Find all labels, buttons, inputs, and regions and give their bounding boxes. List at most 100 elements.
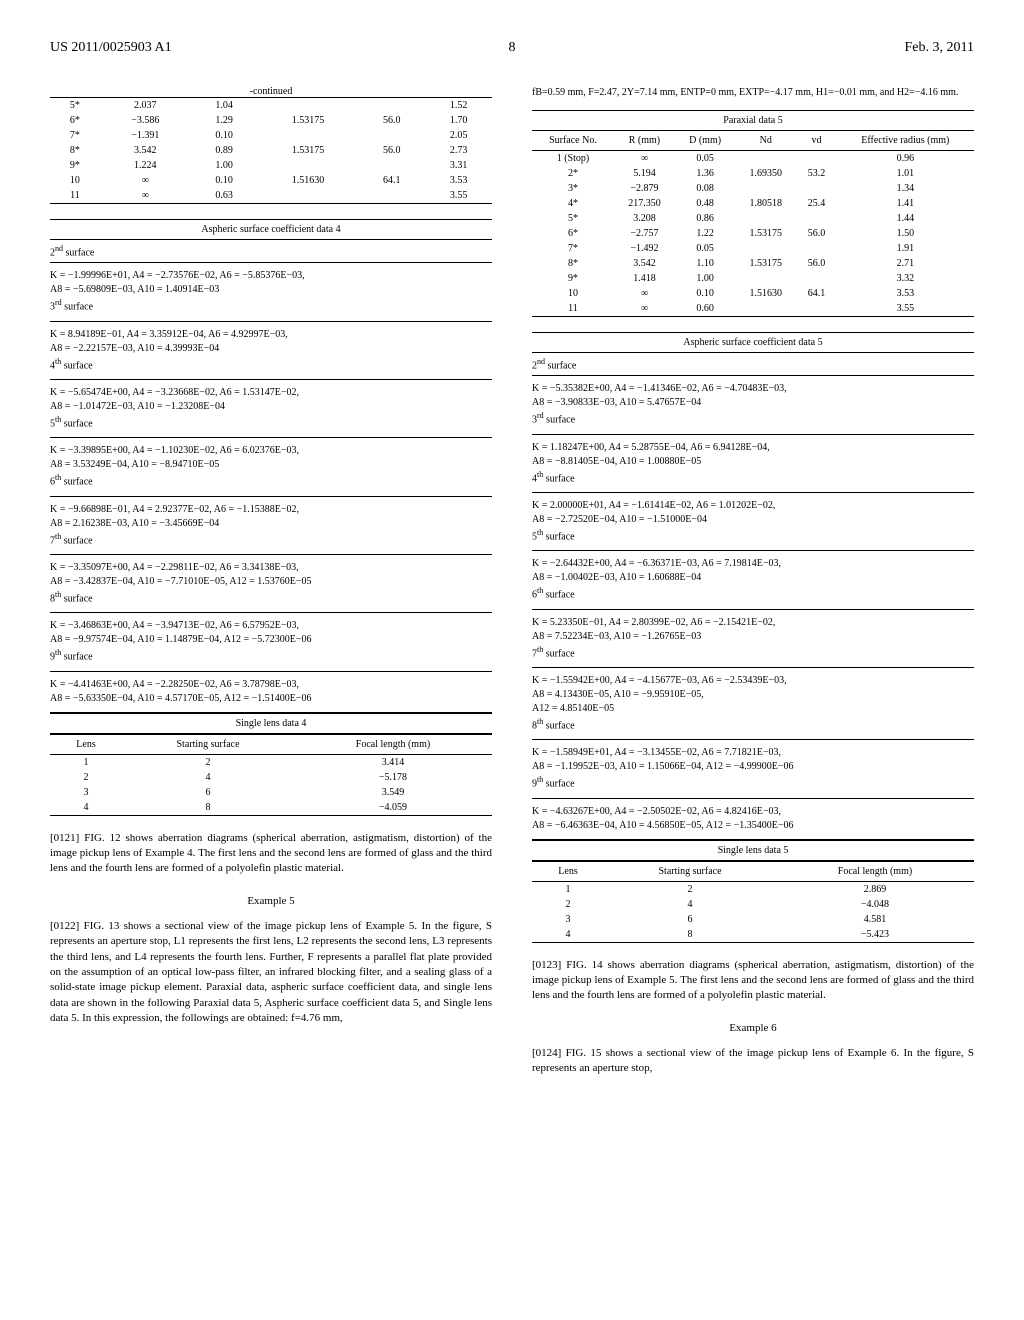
table-cell: 53.2 bbox=[796, 166, 836, 181]
continued-table: 5*2.0371.041.526*−3.5861.291.5317556.01.… bbox=[50, 97, 492, 204]
patent-number: US 2011/0025903 A1 bbox=[50, 40, 172, 56]
column-header: R (mm) bbox=[614, 131, 675, 151]
table-cell: 1.69350 bbox=[735, 166, 796, 181]
table-cell: 56.0 bbox=[796, 226, 836, 241]
table-cell: 3.55 bbox=[837, 301, 974, 317]
aspheric-title-4: Aspheric surface coefficient data 4 bbox=[50, 219, 492, 240]
column-header: Focal length (mm) bbox=[776, 861, 974, 881]
table-cell: 1.04 bbox=[191, 98, 258, 114]
table-cell: 3.542 bbox=[614, 256, 675, 271]
table-cell: 1.00 bbox=[191, 158, 258, 173]
coefficient-text: K = −5.65474E+00, A4 = −3.23668E−02, A6 … bbox=[50, 380, 492, 438]
coefficient-text: K = −1.99996E+01, A4 = −2.73576E−02, A6 … bbox=[50, 263, 492, 321]
table-cell: ∞ bbox=[614, 286, 675, 301]
table-cell: ∞ bbox=[614, 301, 675, 317]
table-row: 3*−2.8790.081.34 bbox=[532, 181, 974, 196]
table-cell: 0.96 bbox=[837, 151, 974, 167]
table-cell: 1.53175 bbox=[258, 143, 359, 158]
table-cell bbox=[258, 128, 359, 143]
example-6-header: Example 6 bbox=[532, 1022, 974, 1034]
right-column: fB=0.59 mm, F=2.47, 2Y=7.14 mm, ENTP=0 m… bbox=[532, 86, 974, 1089]
table-cell: 1.22 bbox=[675, 226, 735, 241]
table-row: 6*−3.5861.291.5317556.01.70 bbox=[50, 113, 492, 128]
table-cell: 1.34 bbox=[837, 181, 974, 196]
table-cell bbox=[735, 211, 796, 226]
table-cell: 4 bbox=[604, 897, 776, 912]
table-cell: 0.89 bbox=[191, 143, 258, 158]
table-cell: 1.53175 bbox=[258, 113, 359, 128]
table-row: 10∞0.101.5163064.13.53 bbox=[50, 173, 492, 188]
coefficient-text: K = −1.55942E+00, A4 = −4.15677E−03, A6 … bbox=[532, 668, 974, 740]
table-cell: 9* bbox=[532, 271, 614, 286]
table-row: 123.414 bbox=[50, 754, 492, 770]
table-cell: −2.879 bbox=[614, 181, 675, 196]
table-cell: −3.586 bbox=[100, 113, 191, 128]
table-cell: 3.55 bbox=[425, 188, 492, 204]
surface-label: 2nd surface bbox=[532, 353, 974, 376]
table-cell: 11 bbox=[532, 301, 614, 317]
column-header: Surface No. bbox=[532, 131, 614, 151]
left-column: -continued 5*2.0371.041.526*−3.5861.291.… bbox=[50, 86, 492, 1089]
page-number: 8 bbox=[509, 40, 516, 56]
coefficient-text: K = −3.39895E+00, A4 = −1.10230E−02, A6 … bbox=[50, 438, 492, 496]
table-cell: 56.0 bbox=[796, 256, 836, 271]
coefficient-text: K = 5.23350E−01, A4 = 2.80399E−02, A6 = … bbox=[532, 610, 974, 668]
table-cell: 4 bbox=[532, 927, 604, 943]
table-row: 9*1.4181.003.32 bbox=[532, 271, 974, 286]
table-cell bbox=[796, 151, 836, 167]
table-cell: 2 bbox=[50, 770, 122, 785]
table-cell: 3.414 bbox=[294, 754, 492, 770]
table-cell: 3.542 bbox=[100, 143, 191, 158]
coefficient-text: K = −5.35382E+00, A4 = −1.41346E−02, A6 … bbox=[532, 376, 974, 434]
table-cell: 8* bbox=[532, 256, 614, 271]
table-cell: −4.048 bbox=[776, 897, 974, 912]
patent-date: Feb. 3, 2011 bbox=[905, 40, 974, 56]
aspheric-title-5: Aspheric surface coefficient data 5 bbox=[532, 332, 974, 353]
table-cell: 1.52 bbox=[425, 98, 492, 114]
table-cell: 3* bbox=[532, 181, 614, 196]
table-cell: 1.01 bbox=[837, 166, 974, 181]
table-cell: −5.423 bbox=[776, 927, 974, 943]
column-header: Starting surface bbox=[604, 861, 776, 881]
table-row: 122.869 bbox=[532, 881, 974, 897]
table-cell: 0.60 bbox=[675, 301, 735, 317]
column-header: Effective radius (mm) bbox=[837, 131, 974, 151]
table-cell: 64.1 bbox=[358, 173, 425, 188]
intro-values: fB=0.59 mm, F=2.47, 2Y=7.14 mm, ENTP=0 m… bbox=[532, 86, 974, 100]
column-header: Lens bbox=[532, 861, 604, 881]
table-cell: 1.51630 bbox=[258, 173, 359, 188]
table-cell bbox=[258, 188, 359, 204]
table-cell: 4.581 bbox=[776, 912, 974, 927]
table-row: 1 (Stop)∞0.050.96 bbox=[532, 151, 974, 167]
table-cell: ∞ bbox=[614, 151, 675, 167]
table-cell: 1.29 bbox=[191, 113, 258, 128]
single-lens-table-5: LensStarting surfaceFocal length (mm) 12… bbox=[532, 861, 974, 943]
table-cell: 1.70 bbox=[425, 113, 492, 128]
table-cell: 0.63 bbox=[191, 188, 258, 204]
table-cell: 0.10 bbox=[191, 173, 258, 188]
table-cell: 8* bbox=[50, 143, 100, 158]
table-cell: 1.00 bbox=[675, 271, 735, 286]
table-cell: 1.50 bbox=[837, 226, 974, 241]
table-cell: 3.53 bbox=[837, 286, 974, 301]
table-cell: 4 bbox=[122, 770, 294, 785]
table-cell bbox=[258, 158, 359, 173]
table-cell bbox=[796, 181, 836, 196]
table-cell: −4.059 bbox=[294, 800, 492, 816]
table-cell bbox=[358, 128, 425, 143]
coefficient-text: K = 2.00000E+01, A4 = −1.61414E−02, A6 =… bbox=[532, 493, 974, 551]
table-row: 2*5.1941.361.6935053.21.01 bbox=[532, 166, 974, 181]
table-cell: 2.037 bbox=[100, 98, 191, 114]
table-cell: −2.757 bbox=[614, 226, 675, 241]
table-cell bbox=[796, 241, 836, 256]
continued-label: -continued bbox=[50, 86, 492, 97]
table-row: 7*−1.3910.102.05 bbox=[50, 128, 492, 143]
table-cell bbox=[796, 271, 836, 286]
table-cell: 1.53175 bbox=[735, 256, 796, 271]
table-cell: 0.10 bbox=[675, 286, 735, 301]
table-cell: 8 bbox=[122, 800, 294, 816]
table-cell: 9* bbox=[50, 158, 100, 173]
paraxial-table-5: Paraxial data 5 Surface No.R (mm)D (mm)N… bbox=[532, 110, 974, 317]
table-cell: 0.05 bbox=[675, 151, 735, 167]
table-cell: 10 bbox=[50, 173, 100, 188]
